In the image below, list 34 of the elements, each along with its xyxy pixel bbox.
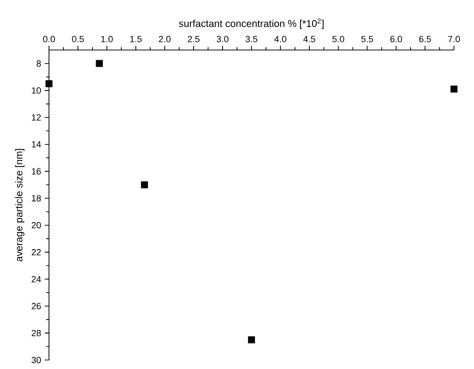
x-tick-label: 3.0	[216, 36, 228, 42]
x-tick-label: 3.5	[246, 36, 258, 42]
x-tick-label: 6.0	[390, 36, 402, 42]
point	[140, 181, 148, 188]
y-tick-label: 16	[32, 168, 41, 174]
point	[46, 80, 52, 88]
y-axis-title: average particle size [nm]	[15, 148, 24, 262]
x-tick-label: 6.5	[419, 36, 431, 42]
y-tick-label: 22	[32, 249, 41, 256]
y-tick-label: 28	[32, 330, 41, 336]
x-tick-label: 0.0	[43, 36, 55, 42]
x-tick-label: 5.0	[332, 36, 344, 42]
y-tick-label: 8	[36, 60, 41, 67]
y-tick-label: 14	[32, 141, 41, 148]
y-tick-label: 12	[32, 114, 41, 121]
x-tick-label: 7.0	[448, 36, 460, 42]
x-tick-label: 1.5	[130, 36, 142, 42]
y-tick-label: 18	[32, 195, 41, 202]
y-tick-label: 30	[32, 356, 41, 364]
x-tick-label: 2.5	[188, 36, 200, 42]
x-tick-label: 1.0	[101, 36, 113, 42]
y-tick-label: 10	[32, 87, 41, 94]
x-tick-label: 2.0	[158, 36, 171, 42]
x-tick-label: 4.5	[303, 36, 316, 42]
y-tick-label: 26	[32, 302, 41, 310]
point	[450, 86, 458, 93]
y-tick-label: 20	[32, 222, 41, 228]
x-tick-label: 5.5	[361, 36, 374, 42]
x-axis-title: surfactant concentration % [*10$^{2}$]	[178, 18, 324, 30]
x-tick-label: 4.0	[274, 36, 286, 42]
x-tick-label: 0.5	[72, 36, 84, 42]
point	[248, 336, 255, 344]
y-tick-label: 24	[32, 276, 41, 282]
point	[96, 60, 103, 67]
